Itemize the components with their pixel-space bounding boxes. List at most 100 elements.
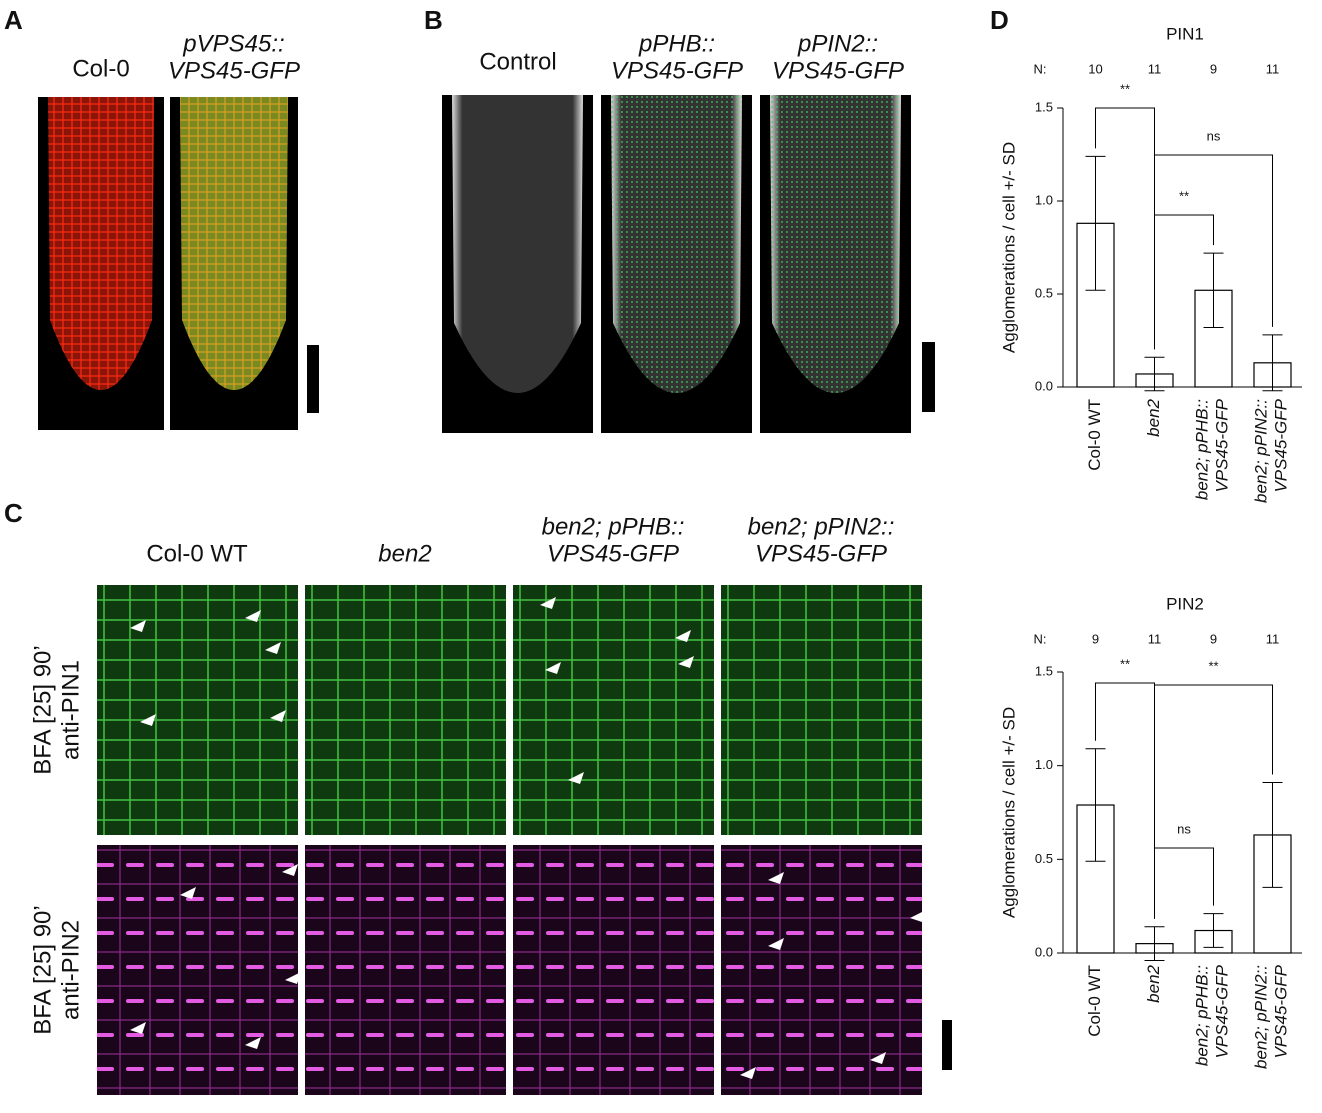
micrograph-cells [513,845,714,1095]
n-value: 9 [1092,631,1099,646]
arrowhead [678,656,694,668]
n-value: 9 [1210,61,1217,76]
micrograph-cells [97,845,298,1095]
y-tick-label: 0.5 [1035,285,1053,300]
x-tick-label: Col-0 WT [1085,965,1104,1037]
x-tick-label-text: ben2 [1144,398,1163,436]
arrowhead [285,972,301,984]
x-tick-label: ben2 [1144,398,1163,436]
arrowhead [568,772,584,784]
row-label-line: anti-PIN1 [57,660,84,760]
n-label: N: [1034,631,1047,646]
significance-label: ns [1177,821,1191,836]
significance-label: ** [1179,188,1189,203]
significance-label: ** [1120,656,1130,671]
y-axis-label: Agglomerations / cell +/- SD [999,707,1018,918]
panel-letter: A [4,5,23,35]
y-tick-label: 0.5 [1035,851,1053,866]
y-tick-label: 1.0 [1035,192,1053,207]
x-tick-label-text: ben2; pPHB::VPS45-GFP [1193,398,1232,500]
scale-bar [922,342,935,412]
x-tick-label-text: ben2 [1144,964,1163,1002]
arrowhead [180,887,196,899]
arrowhead [768,938,784,950]
panel-letter: D [990,5,1009,35]
error-bar [1262,334,1283,392]
y-tick-label: 0.0 [1035,378,1053,393]
error-bar [1203,252,1224,328]
error-bar [1203,913,1224,948]
x-tick-label: ben2; pPIN2::VPS45-GFP [1252,964,1291,1069]
image-label: Col-0 [72,55,129,82]
row-label: BFA [25] 90’ anti-PIN2 [29,905,84,1034]
row-label: BFA [25] 90’ anti-PIN1 [29,645,84,774]
x-tick-label-text: Col-0 WT [1085,399,1104,471]
x-tick-label-text: ben2; pPHB::VPS45-GFP [1193,964,1232,1066]
error-bar [1144,926,1165,961]
arrowhead [270,710,286,722]
panel-letter: C [4,498,23,528]
arrowhead [910,910,926,922]
significance-label: ns [1207,128,1221,143]
n-value: 11 [1266,631,1280,646]
chart-title: PIN2 [1166,594,1204,613]
row-label-line: BFA [25] 90’ [29,645,56,774]
micrograph-cells [48,97,154,390]
arrowhead [282,864,298,876]
image-label: pPHB:: [638,30,715,57]
arrowhead [245,610,261,622]
panel-letter: B [424,5,443,35]
micrograph-cells [770,95,901,393]
image-label: pPIN2:: [797,30,878,57]
image-label: Control [479,48,556,75]
x-tick-label: ben2; pPIN2::VPS45-GFP [1252,398,1291,503]
image-label: VPS45-GFP [168,57,300,84]
x-tick-label: ben2; pPHB::VPS45-GFP [1193,964,1232,1066]
n-value: 11 [1266,61,1280,76]
micrograph-cells [721,845,922,1095]
y-tick-label: 1.0 [1035,757,1053,772]
row-label-line: anti-PIN2 [57,920,84,1020]
arrowhead [130,1022,146,1034]
n-label: N: [1034,61,1047,76]
column-label: ben2 [378,540,431,567]
y-tick-label: 0.0 [1035,944,1053,959]
arrowhead [140,714,156,726]
y-axis-label: Agglomerations / cell +/- SD [999,142,1018,353]
arrowhead [740,1067,756,1079]
error-bar [1085,748,1106,862]
x-tick-label-text: Col-0 WT [1085,965,1104,1037]
n-value: 9 [1210,631,1217,646]
error-bar [1144,356,1165,392]
row-label-line: BFA [25] 90’ [29,905,56,1034]
error-bar [1085,155,1106,291]
significance-bracket [1154,847,1214,919]
micrograph-cells [513,585,714,835]
image-label: VPS45-GFP [772,57,904,84]
column-label: VPS45-GFP [547,540,679,567]
arrowhead [870,1052,886,1064]
y-tick-label: 1.5 [1035,663,1053,678]
micrograph-tissue [452,95,583,393]
micrograph-cells [97,585,298,835]
scale-bar [307,345,319,413]
column-label: VPS45-GFP [755,540,887,567]
x-tick-label-text: ben2; pPIN2::VPS45-GFP [1252,964,1291,1069]
chart-title: PIN1 [1166,24,1204,43]
significance-label: ** [1208,658,1218,673]
y-tick-label: 1.5 [1035,99,1053,114]
significance-bracket [1154,214,1214,350]
arrowhead [245,1037,261,1049]
significance-label: ** [1120,81,1130,96]
x-tick-label-text: ben2; pPIN2::VPS45-GFP [1252,398,1291,503]
significance-bracket [1154,684,1273,919]
x-tick-label: Col-0 WT [1085,399,1104,471]
arrowhead [540,597,556,609]
error-bar [1262,782,1283,888]
micrograph-cells [611,95,742,393]
micrograph-cells [180,97,288,390]
arrowhead [130,620,146,632]
n-value: 11 [1148,631,1162,646]
micrograph-cells [305,845,506,1095]
